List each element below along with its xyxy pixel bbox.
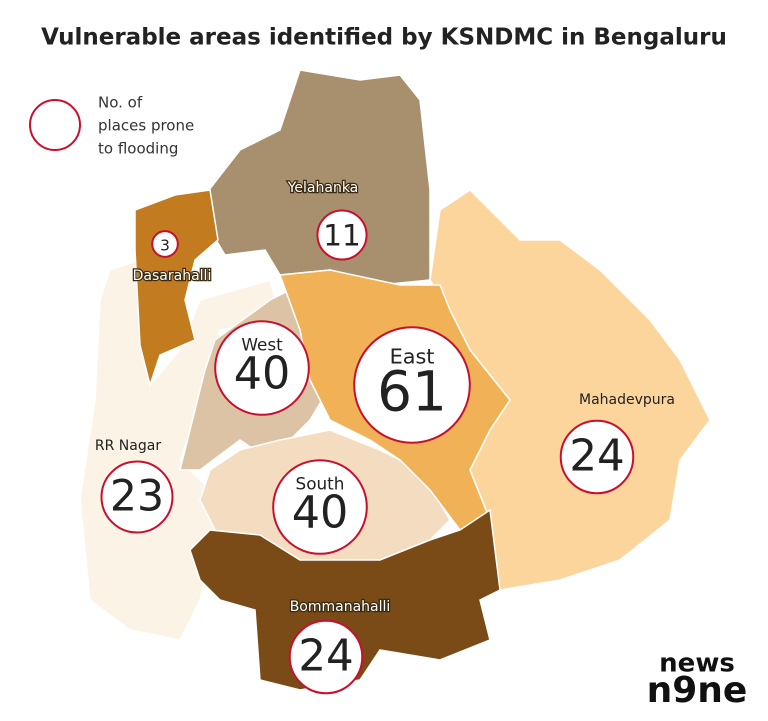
legend-text: places prone — [98, 117, 194, 135]
zone-name: RR Nagar — [95, 438, 161, 454]
zone-value: 3 — [160, 237, 170, 255]
logo-bottom: n9ne — [647, 670, 748, 711]
bubble — [100, 460, 174, 534]
bubble — [353, 326, 471, 444]
bubble — [288, 619, 364, 695]
zone-name: South — [296, 474, 345, 494]
logo-top: news — [659, 649, 735, 679]
zone-value: 24 — [569, 432, 624, 482]
zone-value: 23 — [110, 472, 164, 522]
zone-yelahanka — [204, 69, 431, 286]
title: Vulnerable areas identified by KSNDMC in… — [41, 25, 727, 51]
zone-value: 40 — [292, 487, 349, 538]
zone-name: Bommanahalli — [290, 599, 391, 615]
zones — [79, 69, 711, 691]
bubble — [316, 209, 368, 261]
bubble — [559, 419, 635, 495]
bubble — [214, 320, 310, 416]
zone-bommanahalli — [189, 508, 501, 691]
bubble — [151, 230, 179, 258]
legend-text: to flooding — [98, 140, 178, 158]
zone-name: Yelahanka — [287, 180, 359, 196]
zone-name: Mahadevpura — [579, 392, 675, 408]
zone-value: 40 — [234, 348, 291, 399]
legend-symbol — [29, 99, 81, 151]
zone-value: 24 — [298, 632, 353, 682]
zone-name: Dasarahalli — [133, 268, 212, 284]
legend-text: No. of — [98, 94, 143, 112]
zone-value: 61 — [377, 360, 447, 424]
bubble — [272, 459, 368, 555]
zone-name: West — [241, 335, 283, 355]
zone-name: East — [390, 344, 435, 368]
zone-value: 11 — [323, 219, 360, 253]
